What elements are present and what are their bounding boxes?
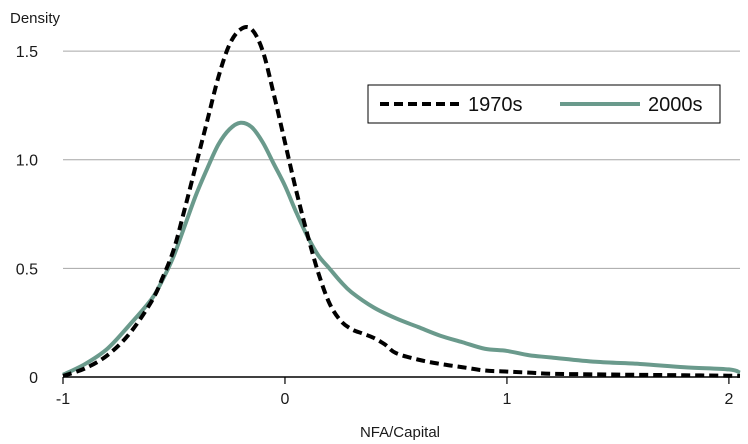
y-tick-label: 1.5 [16, 44, 38, 61]
series-line-1970s [62, 25, 741, 378]
series-line-2000s [62, 120, 741, 377]
x-tick-label: 0 [281, 391, 290, 408]
x-axis-title: NFA/Capital [360, 424, 440, 441]
series-lines [62, 25, 741, 378]
x-tick-label: -1 [56, 391, 70, 408]
x-axis-ticks: -1 0 1 2 [56, 377, 733, 408]
legend: 1970s 2000s [367, 84, 721, 124]
gridlines [63, 50, 740, 269]
legend-label-2000s: 2000s [648, 94, 703, 116]
y-tick-label: 1.0 [16, 153, 38, 170]
y-tick-label: 0.5 [16, 261, 38, 278]
y-axis-ticks: 0 0.5 1.0 1.5 [16, 44, 38, 387]
y-axis-title: Density [10, 10, 61, 27]
x-tick-label: 2 [724, 391, 733, 408]
legend-label-1970s: 1970s [468, 94, 523, 116]
y-tick-label: 0 [29, 370, 38, 387]
x-tick-label: 1 [502, 391, 511, 408]
